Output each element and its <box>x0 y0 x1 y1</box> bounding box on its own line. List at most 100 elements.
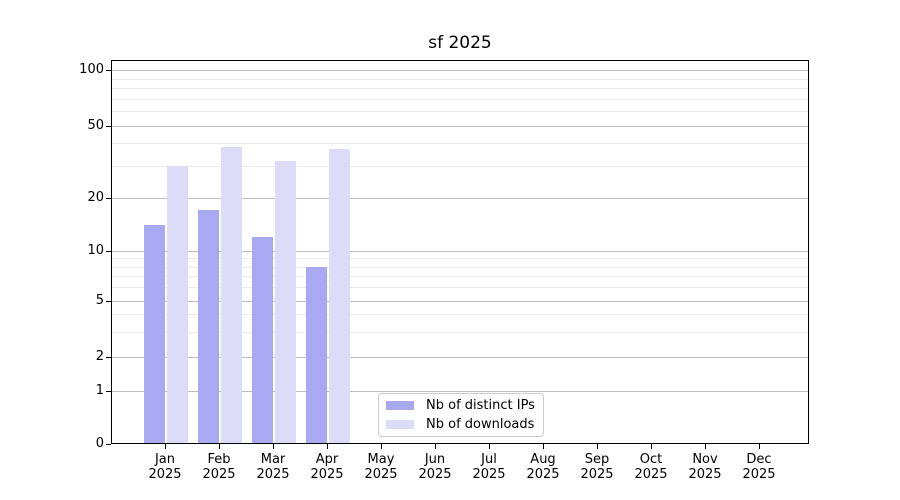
y-tick-label: 50 <box>87 118 104 133</box>
bar-mar-downloads <box>274 161 296 444</box>
month-label: Jun <box>424 452 446 467</box>
minor-gridline <box>111 88 809 89</box>
month-label: Jan <box>154 452 176 467</box>
legend-item-distinct-ips: Nb of distinct IPs <box>386 398 543 413</box>
plot-area: Nb of distinct IPs Nb of downloads <box>111 60 809 444</box>
month-label: Apr <box>315 452 339 467</box>
y-tick-mark <box>106 251 111 252</box>
month-label: Dec <box>746 452 772 467</box>
minor-gridline <box>111 99 809 100</box>
x-tick-label: Dec 2025 <box>731 452 787 482</box>
bar-jan-downloads <box>166 166 188 444</box>
bar-mar-ips <box>251 237 273 444</box>
legend-swatch-distinct-ips <box>386 401 414 410</box>
month-label: Aug <box>530 452 556 467</box>
year-label: 2025 <box>580 467 614 482</box>
year-label: 2025 <box>364 467 398 482</box>
x-tick-label: Sep 2025 <box>569 452 625 482</box>
y-tick-mark <box>106 444 111 445</box>
y-tick-mark <box>106 301 111 302</box>
year-label: 2025 <box>256 467 290 482</box>
major-gridline <box>111 301 809 302</box>
x-tick-label: Apr 2025 <box>299 452 355 482</box>
major-gridline <box>111 126 809 127</box>
major-gridline <box>111 70 809 71</box>
month-label: Jul <box>481 452 497 467</box>
bar-apr-ips <box>305 267 327 444</box>
y-tick-label: 2 <box>95 349 104 364</box>
x-tick-mark <box>759 444 760 449</box>
x-tick-label: Feb 2025 <box>191 452 247 482</box>
x-tick-mark <box>273 444 274 449</box>
chart-title: sf 2025 <box>428 33 492 53</box>
month-label: Oct <box>639 452 663 467</box>
x-tick-label: May 2025 <box>353 452 409 482</box>
month-label: Nov <box>692 452 718 467</box>
year-label: 2025 <box>688 467 722 482</box>
x-tick-mark <box>705 444 706 449</box>
year-label: 2025 <box>634 467 668 482</box>
legend-item-downloads: Nb of downloads <box>386 417 543 432</box>
month-label: Mar <box>260 452 286 467</box>
y-tick-label: 20 <box>87 190 104 205</box>
year-label: 2025 <box>202 467 236 482</box>
legend: Nb of distinct IPs Nb of downloads <box>378 393 544 437</box>
y-tick-mark <box>106 126 111 127</box>
year-label: 2025 <box>526 467 560 482</box>
minor-gridline <box>111 166 809 167</box>
y-tick-label: 5 <box>95 293 104 308</box>
y-tick-label: 10 <box>87 243 104 258</box>
year-label: 2025 <box>148 467 182 482</box>
bar-apr-downloads <box>328 149 350 444</box>
x-tick-label: Mar 2025 <box>245 452 301 482</box>
minor-gridline <box>111 332 809 333</box>
x-tick-label: Aug 2025 <box>515 452 571 482</box>
bar-feb-ips <box>197 210 219 444</box>
major-gridline <box>111 357 809 358</box>
year-label: 2025 <box>310 467 344 482</box>
legend-swatch-downloads <box>386 420 414 429</box>
legend-label-downloads: Nb of downloads <box>426 417 535 432</box>
minor-gridline <box>111 276 809 277</box>
x-tick-label: Jun 2025 <box>407 452 463 482</box>
x-tick-label: Jan 2025 <box>137 452 193 482</box>
major-gridline <box>111 391 809 392</box>
x-tick-mark <box>597 444 598 449</box>
x-tick-mark <box>219 444 220 449</box>
x-tick-label: Jul 2025 <box>461 452 517 482</box>
x-tick-mark <box>543 444 544 449</box>
year-label: 2025 <box>742 467 776 482</box>
y-tick-label: 100 <box>79 62 104 77</box>
y-tick-label: 0 <box>95 436 104 451</box>
month-label: Sep <box>584 452 610 467</box>
x-tick-mark <box>327 444 328 449</box>
bar-feb-downloads <box>220 147 242 444</box>
minor-gridline <box>111 258 809 259</box>
major-gridline <box>111 251 809 252</box>
y-tick-mark <box>106 391 111 392</box>
year-label: 2025 <box>472 467 506 482</box>
y-tick-label: 1 <box>95 383 104 398</box>
x-tick-label: Nov 2025 <box>677 452 733 482</box>
minor-gridline <box>111 267 809 268</box>
y-tick-mark <box>106 70 111 71</box>
minor-gridline <box>111 287 809 288</box>
x-tick-mark <box>651 444 652 449</box>
y-tick-mark <box>106 198 111 199</box>
legend-label-distinct-ips: Nb of distinct IPs <box>426 398 535 413</box>
year-label: 2025 <box>418 467 452 482</box>
minor-gridline <box>111 79 809 80</box>
minor-gridline <box>111 314 809 315</box>
month-label: Feb <box>207 452 231 467</box>
bar-jan-ips <box>143 225 165 444</box>
major-gridline <box>111 198 809 199</box>
x-tick-mark <box>489 444 490 449</box>
x-tick-mark <box>435 444 436 449</box>
month-label: May <box>367 452 395 467</box>
x-tick-mark <box>381 444 382 449</box>
x-tick-mark <box>165 444 166 449</box>
y-tick-mark <box>106 357 111 358</box>
x-tick-label: Oct 2025 <box>623 452 679 482</box>
minor-gridline <box>111 143 809 144</box>
